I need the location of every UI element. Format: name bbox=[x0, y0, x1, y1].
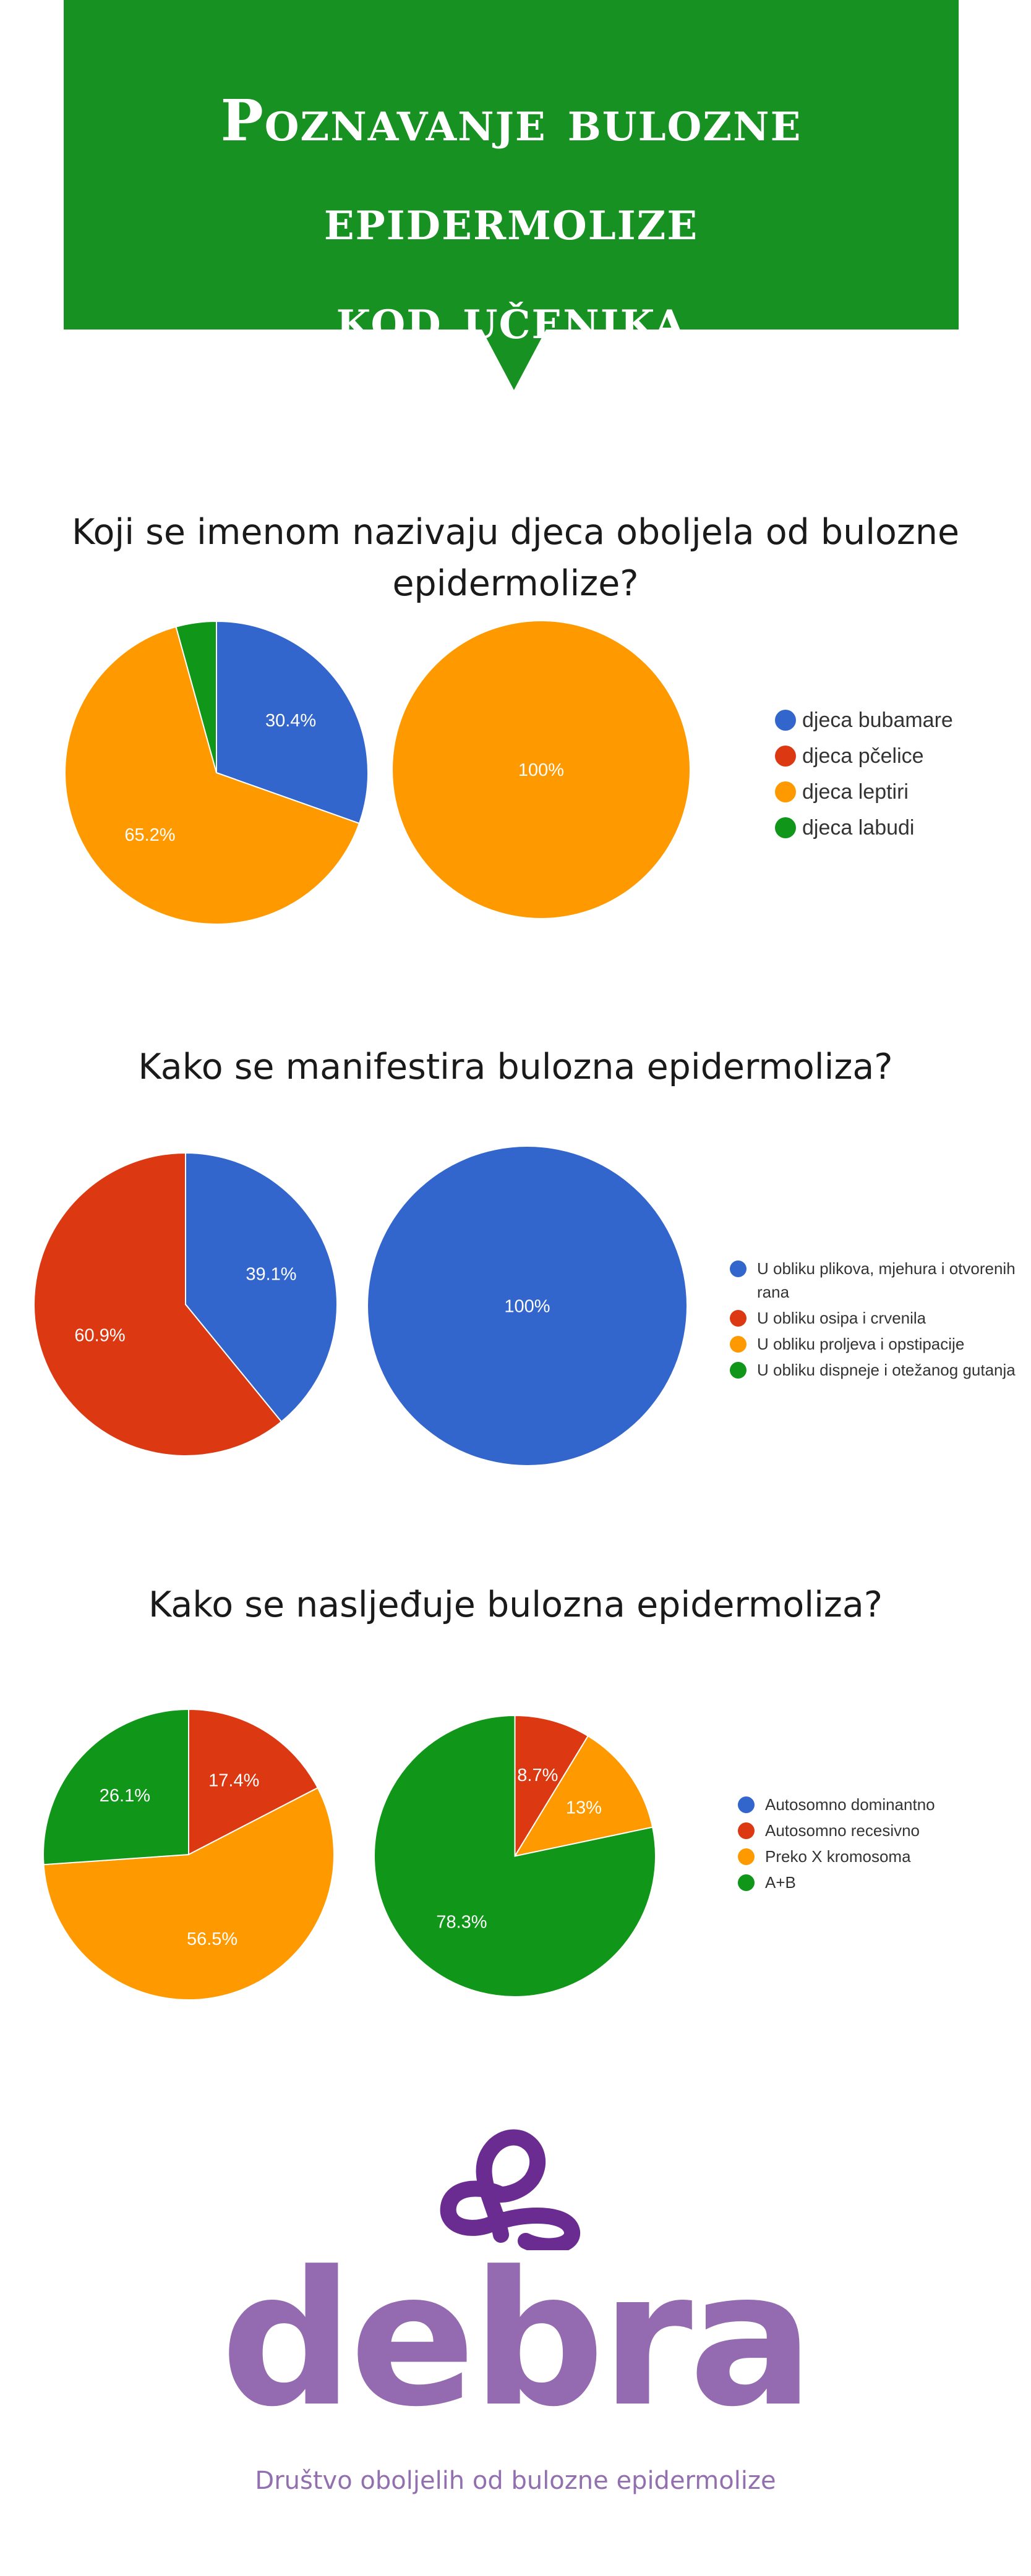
question-1-line-2: epidermolize? bbox=[392, 563, 639, 604]
legend-item: U obliku proljeva i opstipacije bbox=[730, 1332, 1031, 1356]
pie-chart-3a: 17.4% 56.5% 26.1% bbox=[43, 1708, 335, 2000]
pie-slice bbox=[185, 1152, 338, 1423]
legend-label: djeca pčelice bbox=[802, 744, 924, 768]
legend-3: Autosomno dominantno Autosomno recesivno P… bbox=[738, 1793, 935, 1897]
pie-slice bbox=[513, 1735, 654, 1857]
legend-item: U obliku osipa i crvenila bbox=[730, 1306, 1031, 1330]
pie-slice bbox=[64, 626, 361, 925]
legend-label: djeca labudi bbox=[802, 816, 915, 840]
pie-chart-2b: 100% bbox=[368, 1147, 687, 1465]
legend-label: djeca leptiri bbox=[802, 780, 909, 804]
title-banner-pointer bbox=[481, 328, 547, 390]
pie-slice bbox=[33, 1152, 283, 1456]
legend-label: Autosomno recesivno bbox=[765, 1821, 920, 1840]
pie-data-label: 8.7% bbox=[517, 1766, 558, 1785]
legend-swatch bbox=[730, 1260, 747, 1277]
legend-label: Preko X kromosoma bbox=[765, 1847, 911, 1866]
pie-slice bbox=[43, 1787, 335, 2000]
pie-slice bbox=[175, 620, 217, 773]
legend-swatch bbox=[775, 781, 796, 802]
legend-label: U obliku proljeva i opstipacije bbox=[757, 1335, 965, 1353]
legend-swatch bbox=[730, 1362, 747, 1379]
pie-slice bbox=[188, 1708, 319, 1856]
legend-2: U obliku plikova, mjehura i otvorenih ra… bbox=[730, 1257, 1031, 1384]
legend-swatch bbox=[775, 710, 796, 731]
pie-chart-2a: 39.1% 60.9% bbox=[33, 1152, 338, 1456]
legend-swatch bbox=[775, 746, 796, 767]
debra-logo-text: debra bbox=[220, 2232, 814, 2447]
legend-label: U obliku plikova, mjehura i otvorenih ra… bbox=[757, 1259, 1016, 1301]
legend-item: U obliku plikova, mjehura i otvorenih ra… bbox=[730, 1257, 1031, 1304]
pie-chart-1b: 100% bbox=[393, 621, 690, 918]
legend-item: Autosomno recesivno bbox=[738, 1819, 935, 1842]
legend-item: djeca leptiri bbox=[775, 774, 953, 810]
title-banner bbox=[64, 0, 959, 329]
pie-chart-1a: 30.4% 65.2% bbox=[64, 620, 369, 925]
question-2-line-1: Kako se manifestira bulozna epidermoliza… bbox=[138, 1047, 893, 1087]
pie-data-label: 39.1% bbox=[246, 1265, 296, 1285]
pie-slice bbox=[374, 1714, 656, 1997]
pie-slice bbox=[216, 620, 369, 825]
page-title-line-1: Poznavanje bulozne epidermolize bbox=[220, 87, 802, 253]
legend-item: Preko X kromosoma bbox=[738, 1845, 935, 1868]
legend-swatch bbox=[730, 1336, 747, 1353]
page-title-line-2: kod učenika bbox=[336, 285, 687, 352]
legend-item: U obliku dispneje i otežanog gutanja bbox=[730, 1358, 1031, 1382]
legend-swatch bbox=[730, 1310, 747, 1327]
question-3-title: Kako se nasljeđuje bulozna epidermoliza? bbox=[0, 1579, 1031, 1631]
question-3-line-1: Kako se nasljeđuje bulozna epidermoliza? bbox=[148, 1584, 883, 1625]
pie-slice bbox=[393, 621, 690, 918]
legend-item: A+B bbox=[738, 1871, 935, 1894]
pie-chart-3b: 8.7% 13% 78.3% bbox=[374, 1714, 656, 1997]
legend-label: djeca bubamare bbox=[802, 708, 953, 732]
legend-label: U obliku osipa i crvenila bbox=[757, 1309, 926, 1327]
question-1-line-1: Koji se imenom nazivaju djeca oboljela o… bbox=[71, 512, 960, 553]
legend-swatch bbox=[775, 817, 796, 838]
page-title: Poznavanje bulozne epidermolize kod učen… bbox=[64, 71, 959, 368]
legend-label: U obliku dispneje i otežanog gutanja bbox=[757, 1361, 1016, 1379]
legend-item: djeca bubamare bbox=[775, 702, 953, 738]
pie-data-label: 65.2% bbox=[124, 825, 175, 845]
footer-tagline: Društvo oboljelih od bulozne epidermoliz… bbox=[255, 2467, 776, 2495]
pie-data-label: 13% bbox=[566, 1798, 602, 1818]
pie-data-label: 78.3% bbox=[436, 1912, 487, 1932]
legend-1: djeca bubamare djeca pčelice djeca leptiri… bbox=[775, 702, 953, 846]
legend-item: Autosomno dominantno bbox=[738, 1793, 935, 1816]
legend-label: A+B bbox=[765, 1873, 796, 1892]
legend-item: djeca labudi bbox=[775, 810, 953, 846]
pie-slice bbox=[368, 1147, 687, 1465]
question-1-title: Koji se imenom nazivaju djeca oboljela o… bbox=[0, 507, 1031, 610]
legend-label: Autosomno dominantno bbox=[765, 1795, 935, 1814]
pie-data-label: 56.5% bbox=[187, 1929, 237, 1949]
pie-data-label: 17.4% bbox=[208, 1771, 259, 1791]
legend-swatch bbox=[738, 1796, 755, 1813]
butterfly-logo-icon bbox=[440, 2129, 580, 2250]
pie-slice bbox=[514, 1714, 589, 1859]
pie-data-label: 30.4% bbox=[265, 711, 316, 731]
pie-slice bbox=[43, 1708, 189, 1866]
legend-swatch bbox=[738, 1822, 755, 1839]
legend-swatch bbox=[738, 1848, 755, 1865]
pie-data-label: 26.1% bbox=[100, 1786, 150, 1806]
legend-item: djeca pčelice bbox=[775, 738, 953, 774]
question-2-title: Kako se manifestira bulozna epidermoliza… bbox=[0, 1042, 1031, 1093]
pie-data-label: 60.9% bbox=[74, 1325, 125, 1345]
pie-data-label: 100% bbox=[518, 760, 564, 780]
pie-data-label: 100% bbox=[504, 1297, 550, 1317]
legend-swatch bbox=[738, 1874, 755, 1891]
